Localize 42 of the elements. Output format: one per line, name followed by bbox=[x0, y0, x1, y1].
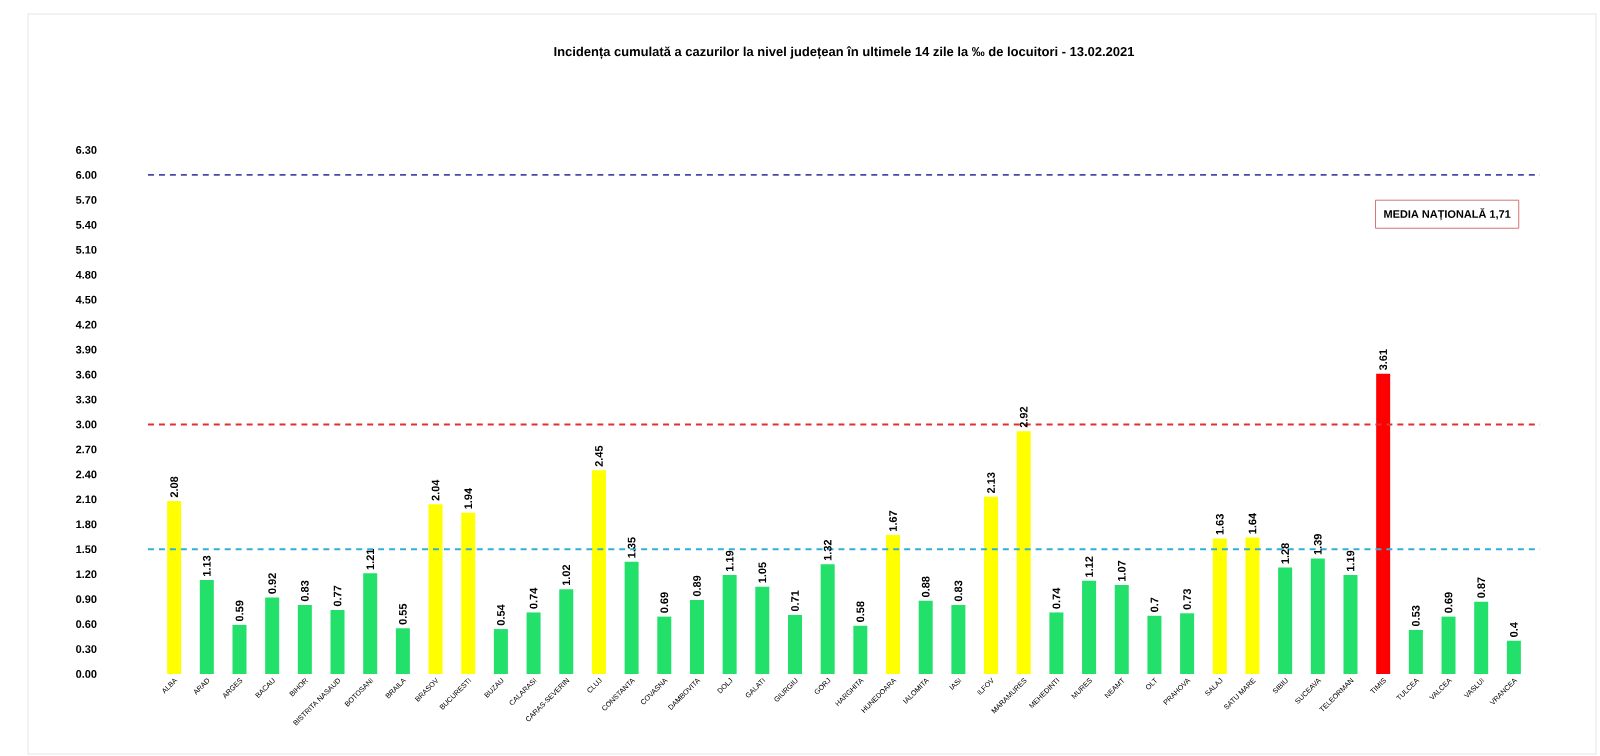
bar bbox=[199, 580, 214, 674]
bar bbox=[395, 628, 410, 674]
bar bbox=[984, 496, 999, 674]
bar bbox=[1016, 431, 1031, 674]
bar bbox=[918, 600, 933, 674]
bar bbox=[657, 616, 672, 674]
bar bbox=[624, 561, 639, 674]
bar bbox=[1114, 585, 1129, 674]
bar bbox=[722, 575, 737, 674]
bar bbox=[297, 604, 312, 674]
bar bbox=[1376, 373, 1391, 674]
bar bbox=[232, 624, 247, 674]
bar bbox=[330, 609, 345, 674]
bar bbox=[1049, 612, 1064, 674]
bar bbox=[1245, 537, 1260, 674]
bar bbox=[1408, 629, 1423, 674]
bar bbox=[1212, 538, 1227, 674]
bar bbox=[1506, 640, 1521, 674]
bar bbox=[1278, 567, 1293, 674]
bar bbox=[1343, 575, 1358, 674]
bar bbox=[755, 586, 770, 674]
bar bbox=[526, 612, 541, 674]
bar bbox=[951, 604, 966, 674]
bar bbox=[363, 573, 378, 674]
bar bbox=[689, 599, 704, 674]
bar bbox=[820, 564, 835, 674]
bar bbox=[493, 629, 508, 674]
bar bbox=[591, 470, 606, 674]
bar bbox=[1441, 616, 1456, 674]
bar bbox=[461, 512, 476, 674]
bar bbox=[853, 625, 868, 674]
bar bbox=[886, 535, 901, 674]
bar bbox=[559, 589, 574, 674]
bar bbox=[1474, 601, 1489, 674]
bar bbox=[1180, 613, 1195, 674]
bar bbox=[1310, 558, 1325, 674]
bar bbox=[1082, 580, 1097, 674]
bar bbox=[167, 501, 182, 674]
bar bbox=[787, 614, 802, 674]
bar bbox=[265, 597, 280, 674]
bar bbox=[1147, 615, 1162, 674]
bar bbox=[428, 504, 443, 674]
